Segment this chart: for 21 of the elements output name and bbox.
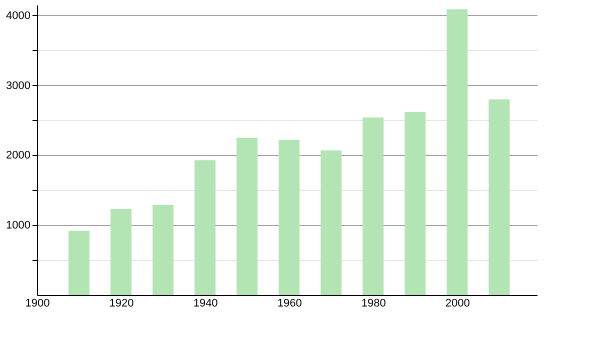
x-tick-label: 1940	[193, 298, 218, 310]
x-tick-label: 2000	[445, 298, 470, 310]
bar	[110, 209, 132, 295]
x-tick-label: 1980	[361, 298, 386, 310]
y-tick-label: 1000	[6, 220, 30, 232]
bar	[446, 9, 468, 295]
y-tick-label: 2000	[6, 150, 30, 162]
bar	[362, 118, 384, 295]
bar	[404, 112, 426, 295]
x-tick-label: 1920	[109, 298, 134, 310]
bar	[236, 138, 258, 295]
x-tick-label: 1960	[277, 298, 302, 310]
bar	[68, 230, 90, 295]
bar	[488, 99, 510, 295]
y-tick-label: 3000	[6, 80, 30, 92]
bar	[194, 160, 216, 295]
bar	[278, 140, 300, 295]
bar	[152, 204, 174, 295]
x-tick-label: 1900	[25, 298, 50, 310]
y-tick-label: 4000	[6, 10, 30, 22]
bar	[320, 150, 342, 295]
